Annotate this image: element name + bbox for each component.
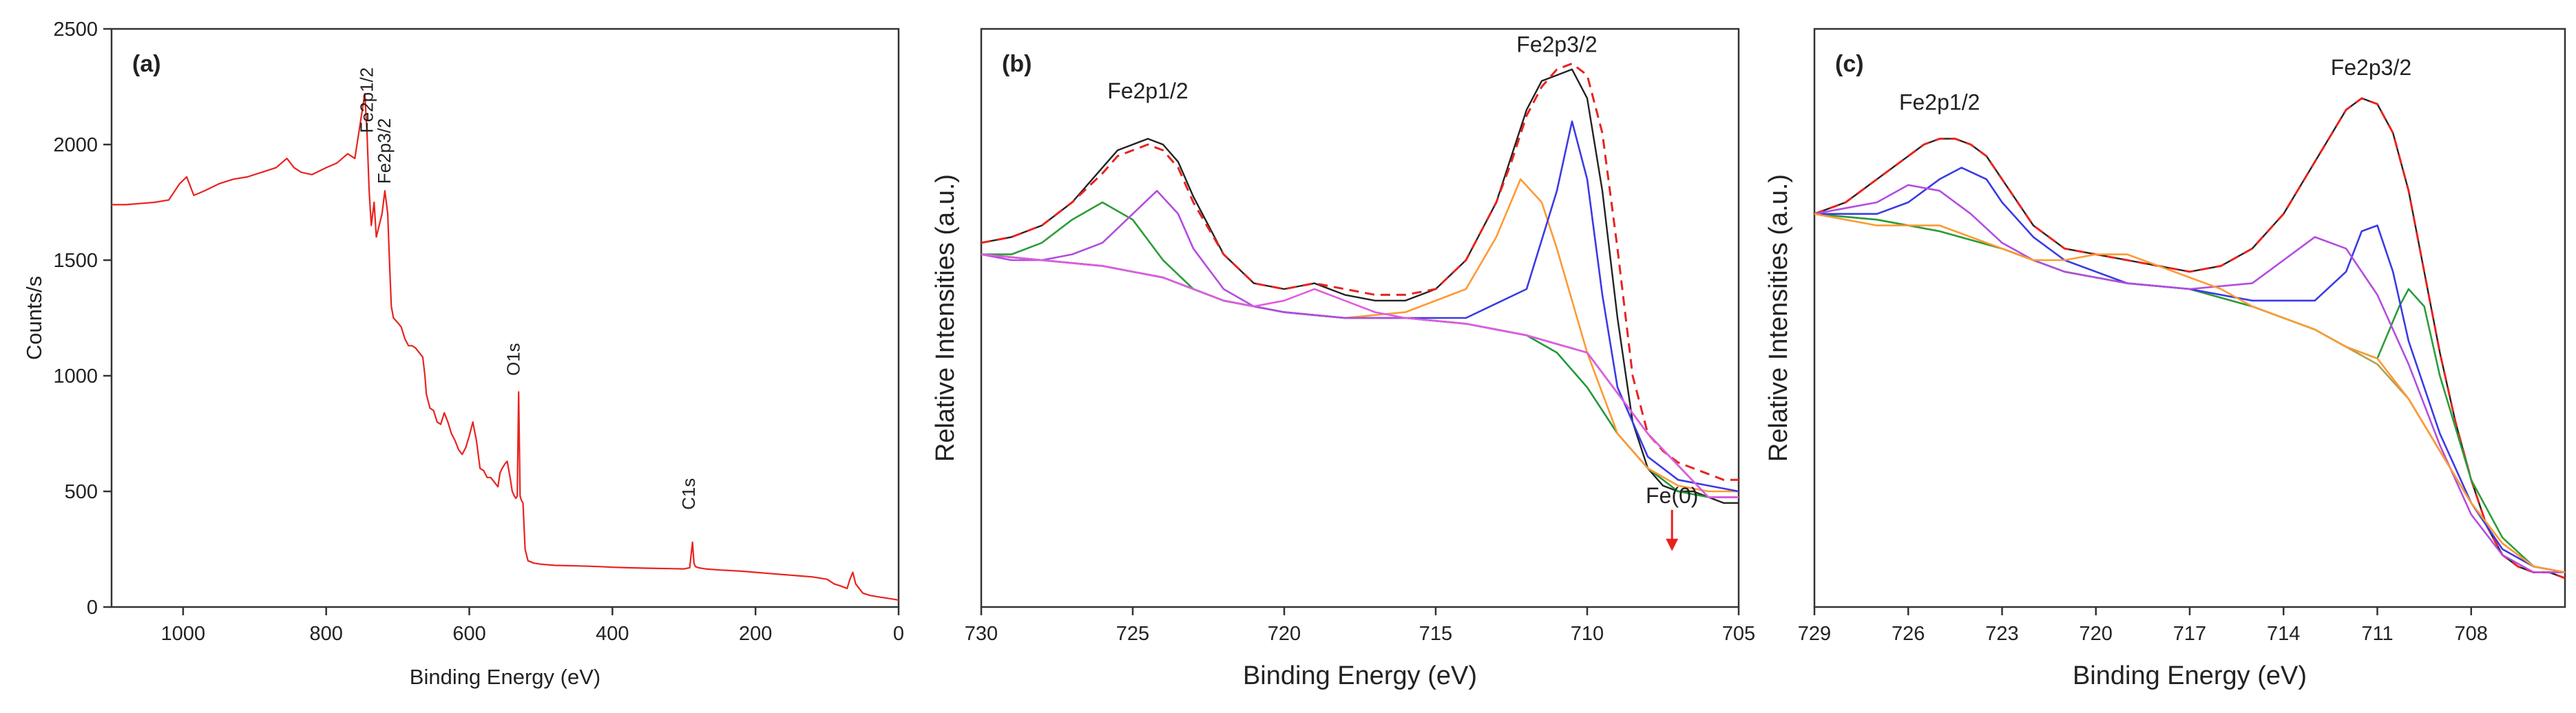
series-line-3 bbox=[981, 253, 1739, 498]
x-tick-label: 715 bbox=[1419, 623, 1452, 645]
x-tick-label: 705 bbox=[1722, 623, 1755, 645]
series-line-8 bbox=[981, 253, 1739, 498]
y-tick-label: 2500 bbox=[53, 19, 98, 41]
y-tick-label: 1000 bbox=[53, 365, 98, 387]
y-tick-label: 2000 bbox=[53, 134, 98, 156]
x-axis-title: Binding Energy (eV) bbox=[410, 665, 600, 689]
x-tick-label: 708 bbox=[2455, 623, 2488, 645]
panel-b: 730 725 720 715 710 705 Binding Energy (eV) Rel… bbox=[931, 28, 1755, 690]
plot-frame bbox=[980, 28, 1740, 608]
series-line-4 bbox=[981, 178, 1739, 493]
x-tick-label: 717 bbox=[2173, 623, 2206, 645]
x-tick-label: 720 bbox=[2080, 623, 2113, 645]
panel-c: 729 726 723 720 717 714 711 708 Binding Energy (… bbox=[1764, 28, 2566, 690]
x-tick-label: 710 bbox=[1571, 623, 1604, 645]
x-tick-label: 725 bbox=[1116, 623, 1149, 645]
y-axis-title: Relative Intensities (a.u.) bbox=[931, 174, 960, 462]
y-axis-title: Counts/s bbox=[22, 276, 46, 360]
y-tick-label: 0 bbox=[87, 597, 98, 619]
y-axis-title: Relative Intensities (a.u.) bbox=[1764, 174, 1793, 462]
series-line-6 bbox=[1814, 184, 2565, 573]
peak-annotation: Fe2p3/2 bbox=[2331, 55, 2411, 80]
x-axis-title: Binding Energy (eV) bbox=[1243, 661, 1477, 690]
x-tick-label: 400 bbox=[596, 623, 629, 645]
panel-label: (c) bbox=[1835, 51, 1864, 77]
plot-frame bbox=[110, 28, 900, 608]
x-tick-label: 720 bbox=[1268, 623, 1301, 645]
series-line-1 bbox=[1814, 97, 2566, 579]
x-tick-label: 726 bbox=[1892, 623, 1925, 645]
series-line-1 bbox=[112, 93, 899, 601]
x-tick-label: 714 bbox=[2267, 623, 2300, 645]
series-line-1 bbox=[981, 68, 1739, 504]
x-tick-label: 800 bbox=[310, 623, 343, 645]
series-line-5 bbox=[1814, 167, 2566, 573]
peak-annotation: C1s bbox=[678, 478, 699, 510]
x-tick-label: 200 bbox=[739, 623, 772, 645]
series-line-2 bbox=[981, 62, 1739, 481]
peak-annotation: Fe2p1/2 bbox=[356, 67, 377, 133]
panel-label: (b) bbox=[1002, 51, 1032, 77]
x-tick-label: 729 bbox=[1798, 623, 1831, 645]
x-axis-title: Binding Energy (eV) bbox=[2073, 661, 2307, 690]
panel-label: (a) bbox=[132, 51, 161, 77]
peak-annotation: Fe2p1/2 bbox=[1107, 78, 1188, 103]
x-tick-label: 1000 bbox=[161, 623, 206, 645]
x-tick-label: 723 bbox=[1985, 623, 2018, 645]
series-line-7 bbox=[1814, 213, 2566, 573]
x-tick-label: 711 bbox=[2361, 623, 2393, 645]
peak-annotation: O1s bbox=[503, 343, 523, 376]
x-tick-label: 600 bbox=[452, 623, 485, 645]
peak-annotation: Fe2p1/2 bbox=[1899, 90, 1980, 115]
series-line-3 bbox=[1814, 213, 2566, 573]
y-tick-label: 500 bbox=[65, 481, 98, 503]
panel-a: 1000 800 600 400 200 005001000150020002500Bin… bbox=[22, 19, 904, 689]
x-tick-label: 730 bbox=[965, 623, 998, 645]
x-tick-label: 0 bbox=[893, 623, 904, 645]
series-line-4 bbox=[1814, 213, 2566, 573]
peak-annotation: Fe2p3/2 bbox=[374, 118, 395, 184]
series-line-7 bbox=[981, 189, 1739, 498]
peak-annotation: Fe2p3/2 bbox=[1516, 32, 1597, 57]
fe0-arrow-head bbox=[1666, 538, 1679, 551]
series-line-2 bbox=[1814, 97, 2566, 579]
y-tick-label: 1500 bbox=[53, 250, 98, 272]
plot-frame bbox=[1813, 28, 2566, 608]
peak-annotation: Fe(0) bbox=[1646, 483, 1698, 508]
